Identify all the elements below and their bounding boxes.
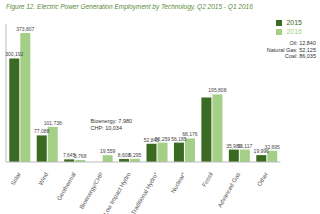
- html-text:2016: 2016: [286, 28, 302, 35]
- svg-text:7,645: 7,645: [62, 152, 76, 159]
- svg-text:56,185: 56,185: [171, 135, 187, 142]
- svg-text:Fossil: Fossil: [201, 171, 214, 188]
- svg-text:Advanced Gas: Advanced Gas: [217, 171, 242, 208]
- svg-text:19,559: 19,559: [100, 148, 116, 154]
- svg-text:36,117: 36,117: [237, 143, 252, 149]
- html-text:Oil: 12,840: Oil: 12,840: [289, 40, 316, 46]
- svg-text:19,996: 19,996: [253, 148, 269, 155]
- html-text:CHP: 10,034: CHP: 10,034: [90, 124, 122, 131]
- svg-text:52,845: 52,845: [143, 136, 160, 143]
- svg-text:300,192: 300,192: [8, 51, 24, 57]
- html-text:Bioenergy: 7,980: Bioenergy: 7,980: [90, 118, 133, 124]
- svg-text:Traditional Hydro*: Traditional Hydro*: [130, 171, 159, 214]
- svg-text:77,088: 77,088: [34, 128, 50, 134]
- svg-text:Geothermal: Geothermal: [56, 171, 77, 201]
- svg-text:Wind: Wind: [37, 171, 49, 186]
- svg-text:56,259: 56,259: [155, 136, 171, 142]
- svg-text:Nuclear*: Nuclear*: [170, 171, 187, 195]
- svg-text:195,808: 195,808: [208, 87, 226, 93]
- svg-text:5,768: 5,768: [74, 153, 87, 159]
- svg-text:68,176: 68,176: [182, 131, 198, 137]
- svg-text:373,807: 373,807: [16, 26, 34, 32]
- svg-text:Solar: Solar: [10, 171, 22, 186]
- svg-text:101,738: 101,738: [44, 120, 62, 126]
- html-text:Natural Gas: 52,125: Natural Gas: 52,125: [266, 46, 316, 53]
- svg-text:Bioenergy/CHP: Bioenergy/CHP: [78, 171, 104, 210]
- svg-text:32,695: 32,695: [265, 144, 281, 150]
- svg-text:Low Impact Hydro: Low Impact Hydro: [102, 171, 132, 214]
- svg-text:8,608: 8,608: [117, 152, 131, 158]
- svg-text:35,980: 35,980: [226, 142, 242, 149]
- svg-text:9,295: 9,295: [129, 152, 142, 158]
- html-text:Coal: 86,035: Coal: 86,035: [284, 53, 316, 59]
- html-text:Figure 12. Electric Power Gene: Figure 12. Electric Power Generation Emp…: [6, 3, 253, 10]
- html-text:2015: 2015: [286, 19, 302, 26]
- svg-text:Other: Other: [256, 171, 269, 187]
